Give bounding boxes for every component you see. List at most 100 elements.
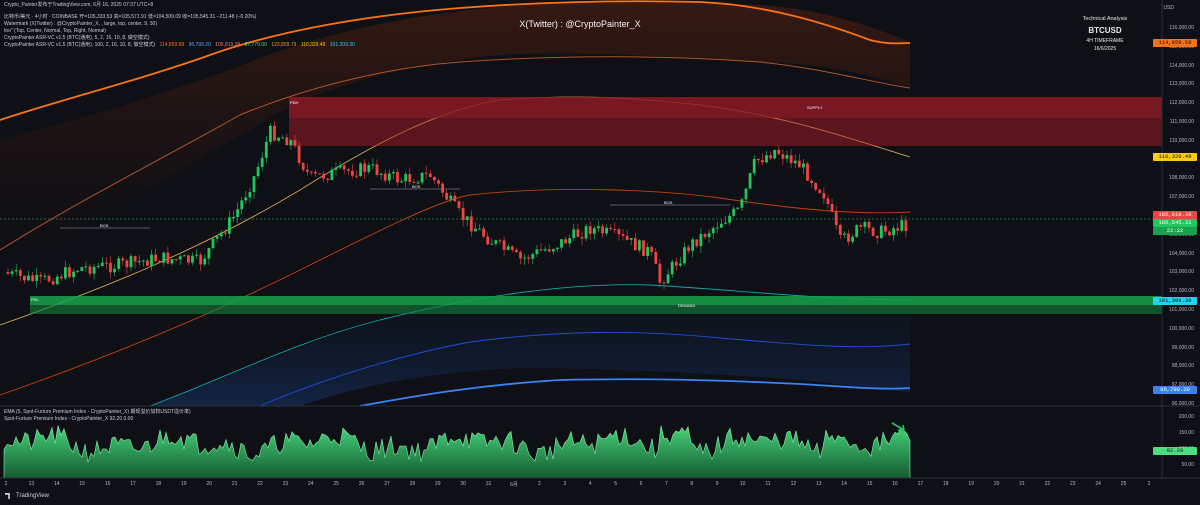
candle-body <box>346 169 350 171</box>
asr-indicator-2[interactable]: CryptoPainter ASR-VC v1.5 (BTC(通用), 100,… <box>4 42 358 49</box>
symbol-ohlc[interactable]: 比特币/美元 · 4小时 · COINBASE 开=105,333.53 高=1… <box>4 14 257 20</box>
candle-body <box>318 173 321 175</box>
candle-body <box>740 199 744 208</box>
candle-body <box>236 209 239 217</box>
candle-body <box>137 261 141 263</box>
candle-body <box>629 238 633 240</box>
candle-body <box>851 236 854 242</box>
candle-body <box>588 226 592 234</box>
candle-body <box>826 198 830 204</box>
time-axis-tick: 10 <box>739 481 746 487</box>
candle-body <box>92 266 96 274</box>
candle-body <box>404 174 408 182</box>
candle-body <box>55 276 59 285</box>
time-axis-tick: 29 <box>435 481 441 487</box>
candle-body <box>166 252 170 264</box>
candle-body <box>785 155 789 159</box>
candle-body <box>289 140 293 146</box>
candle-body <box>695 239 699 247</box>
price-axis-tick: 96,000.00 <box>1171 401 1194 407</box>
candle-body <box>80 267 84 271</box>
asr-label: CryptoPainter ASR-VC v1.5 (BTC(通用), 100,… <box>4 42 156 48</box>
candle-body <box>392 172 395 174</box>
candle-body <box>597 226 600 229</box>
candle-body <box>744 188 748 200</box>
time-axis-tick: 2 <box>1147 481 1151 487</box>
asr-value-1: 114,859.58 <box>159 42 185 48</box>
time-axis-tick: 19 <box>181 481 187 487</box>
demand-label: DEMAND <box>678 303 696 308</box>
candle-body <box>96 265 100 267</box>
time-axis-tick: 25 <box>333 481 339 487</box>
candle-body <box>64 267 67 279</box>
time-axis-tick: 14 <box>841 481 847 487</box>
candle-body <box>519 252 522 259</box>
candle-body <box>703 234 707 238</box>
candle-body <box>724 222 727 224</box>
candle-body <box>531 254 535 259</box>
too-indicator[interactable]: too" (Top, Center, Normal, Top, Right, N… <box>4 28 106 34</box>
bar-timer: 22:22 <box>1153 227 1197 235</box>
candle-body <box>539 249 543 251</box>
watermark-text: X(Twitter) : @CryptoPainter_X <box>519 19 641 29</box>
candle-body <box>666 274 670 284</box>
candle-body <box>334 167 338 170</box>
premium-index-area <box>3 425 911 479</box>
time-axis-tick: 18 <box>155 481 162 487</box>
time-axis-tick: 28 <box>409 481 416 487</box>
price-axis-tick: 99,000.00 <box>1171 344 1194 351</box>
demand-zone[interactable] <box>30 296 1162 305</box>
indicator-title-1[interactable]: EMA (5, Spot-Furture Premium Index - Cry… <box>4 409 191 415</box>
tradingview-brand[interactable]: TradingView <box>5 493 49 499</box>
supply-zone[interactable] <box>289 97 1162 118</box>
price-axis-tick: 98,000.00 <box>1171 363 1194 370</box>
candle-body <box>658 263 662 283</box>
candle-body <box>150 254 153 266</box>
price-axis-tick: 116,000.00 <box>1169 25 1194 31</box>
candle-body <box>457 201 461 208</box>
asr-value-3: 105,819.39 <box>215 42 241 48</box>
indicator-value: 92.20 <box>1153 447 1197 455</box>
indicator-title-2[interactable]: Spot-Furture Premium Index - CryptoPaint… <box>4 416 134 422</box>
watermark-indicator[interactable]: Watermark (X(Twitter) : @CryptoPainter_X… <box>4 21 157 27</box>
candle-body <box>699 234 703 247</box>
candle-body <box>773 149 777 159</box>
candle-body <box>551 249 555 252</box>
time-axis-tick: 27 <box>384 481 390 487</box>
asr-indicator-1[interactable]: CryptoPainter ASR-VC v1.5 (BTC(通用), 5, 2… <box>4 35 150 41</box>
price-axis-tick: 107,000.00 <box>1168 194 1194 201</box>
candle-body <box>88 266 92 274</box>
price-axis-tick: 111,000.00 <box>1169 119 1194 125</box>
candle-body <box>765 155 768 163</box>
candle-body <box>424 172 428 174</box>
price-axis-tick: 103,000.00 <box>1168 269 1194 276</box>
candle-body <box>240 200 244 210</box>
candle-body <box>556 247 559 250</box>
candle-body <box>396 172 399 183</box>
info-date: 16/6/2025 <box>1093 46 1117 52</box>
candle-body <box>838 224 842 235</box>
candle-body <box>715 227 719 229</box>
lower-band-price: 96,799.20 <box>1153 386 1197 394</box>
candle-body <box>474 228 477 232</box>
candle-body <box>617 229 621 235</box>
price-axis-tick: 97,000.00 <box>1172 382 1194 388</box>
time-axis-tick: 8 <box>690 481 694 487</box>
time-axis-tick: 14 <box>54 481 60 487</box>
candle-body <box>359 163 362 177</box>
candle-body <box>884 225 887 232</box>
candle-body <box>728 215 731 223</box>
candle-body <box>428 173 432 177</box>
current-price-2: 105,545.31 <box>1153 219 1197 227</box>
candle-body <box>203 258 207 265</box>
candle-body <box>506 246 510 250</box>
candle-body <box>879 225 883 239</box>
current-price: 105,819.39 <box>1153 211 1197 219</box>
candle-body <box>293 140 297 146</box>
cyan-curve <box>149 284 911 407</box>
candle-body <box>322 173 326 179</box>
tradingview-logo-icon <box>5 493 10 499</box>
candle-body <box>494 240 498 244</box>
candle-body <box>301 162 305 170</box>
